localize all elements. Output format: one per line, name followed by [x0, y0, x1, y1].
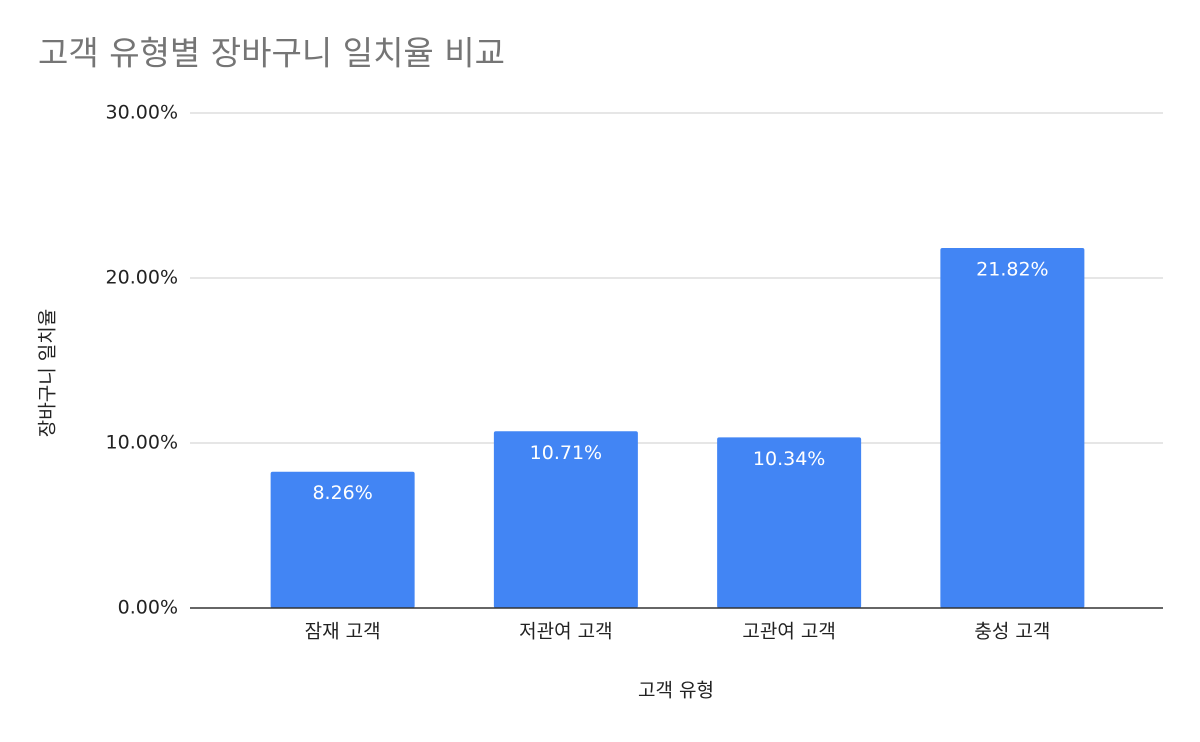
bar	[940, 247, 1085, 608]
chart-title: 고객 유형별 장바구니 일치율 비교	[38, 34, 505, 73]
y-tick-label: 30.00%	[106, 102, 178, 124]
x-tick-label: 고관여 고객	[742, 621, 835, 643]
bar	[717, 437, 862, 608]
y-tick-label: 0.00%	[118, 597, 178, 619]
x-axis-title: 고객 유형	[638, 680, 714, 702]
bar	[270, 471, 415, 608]
value-label: 21.82%	[976, 258, 1048, 280]
x-tick-label: 저관여 고객	[519, 621, 612, 643]
y-axis-title: 장바구니 일치율	[37, 309, 59, 437]
value-label: 10.71%	[530, 442, 602, 464]
x-tick-label: 잠재 고객	[305, 621, 381, 643]
value-label: 10.34%	[753, 448, 825, 470]
value-label: 8.26%	[312, 482, 372, 504]
x-tick-label: 충성 고객	[974, 621, 1050, 643]
bar	[493, 431, 638, 608]
y-tick-label: 20.00%	[106, 267, 178, 289]
y-tick-label: 10.00%	[106, 432, 178, 454]
